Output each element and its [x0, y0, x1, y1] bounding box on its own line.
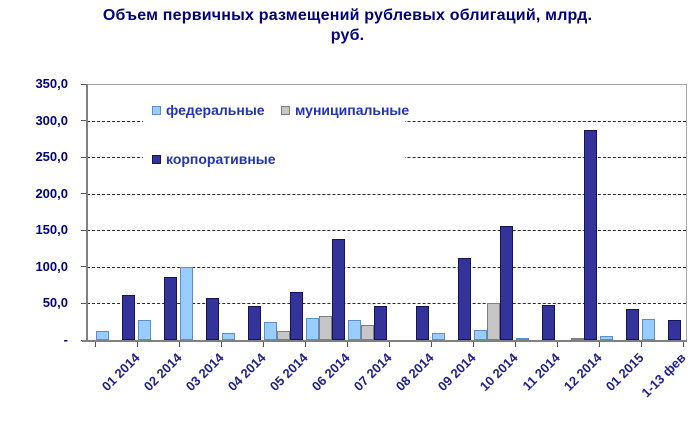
bar-корпоративные-01 2014	[122, 294, 135, 340]
y-axis-label-0: -	[63, 332, 68, 347]
x-axis-label-10 2014: 10 2014	[476, 350, 521, 394]
y-axis-tick	[81, 302, 86, 304]
bar-федеральные-06 2014	[306, 318, 319, 340]
bar-федеральные-01 2015	[600, 336, 613, 340]
bar-федеральные-1-13 фев	[642, 318, 655, 340]
x-axis-tick	[515, 341, 516, 347]
x-axis-label-02 2014: 02 2014	[140, 350, 185, 394]
x-axis-label-08 2014: 08 2014	[392, 350, 437, 394]
y-axis-tick	[81, 120, 86, 122]
x-axis-label-01 2014: 01 2014	[98, 350, 143, 394]
bar-корпоративные-08 2014	[416, 306, 429, 340]
plot-border-right	[686, 84, 687, 340]
gridline-50	[87, 303, 686, 305]
y-axis-label-150: 150,0	[35, 222, 68, 238]
bar-корпоративные-01 2015	[626, 308, 639, 340]
bar-федеральные-03 2014	[180, 266, 193, 340]
municipal-series-swatch-icon	[281, 105, 290, 115]
x-axis-tick	[221, 341, 222, 347]
bar-корпоративные-03 2014	[206, 298, 219, 340]
x-axis-label-11 2014: 11 2014	[519, 350, 563, 394]
x-axis-label-09 2014: 09 2014	[434, 350, 479, 394]
bar-корпоративные-04 2014	[248, 306, 261, 340]
x-axis-label-12 2014: 12 2014	[560, 350, 605, 394]
x-axis-tick	[347, 341, 348, 347]
y-axis-label-50: 50,0	[42, 295, 68, 311]
y-axis-tick	[81, 193, 86, 195]
bar-корпоративные-12 2014	[584, 130, 597, 340]
bar-корпоративные-1-13 фев	[668, 319, 681, 340]
bar-федеральные-07 2014	[348, 319, 361, 340]
gridline-100	[87, 266, 686, 268]
x-axis-label-06 2014: 06 2014	[308, 350, 353, 394]
bar-муниципальные-10 2014	[487, 302, 500, 340]
legend-label-federal: федеральные	[166, 102, 265, 118]
bar-федеральные-09 2014	[432, 332, 445, 340]
legend-label-corporate: корпоративные	[166, 151, 276, 167]
x-axis-tick	[389, 341, 390, 347]
x-axis-line	[82, 340, 687, 342]
x-axis-tick	[137, 341, 138, 347]
x-axis-label-05 2014: 05 2014	[266, 350, 311, 394]
gridline-150	[87, 230, 686, 232]
x-axis-tick	[263, 341, 264, 347]
x-axis-tick	[95, 341, 96, 347]
y-axis-tick	[81, 156, 86, 158]
x-axis-label-07 2014: 07 2014	[350, 350, 395, 394]
bar-корпоративные-11 2014	[542, 304, 555, 340]
y-axis-label-350: 350,0	[35, 76, 68, 91]
chart-title-line2: руб.	[330, 27, 365, 44]
x-axis-label-1-13 фев: 1-13 фев	[638, 350, 689, 401]
y-axis-line	[86, 84, 88, 342]
x-axis-tick	[179, 341, 180, 347]
x-axis-tick	[683, 341, 684, 347]
bar-корпоративные-09 2014	[458, 258, 471, 340]
bar-корпоративные-06 2014	[332, 239, 345, 340]
bar-федеральные-11 2014	[516, 338, 529, 340]
bar-корпоративные-02 2014	[164, 277, 177, 340]
legend-item-federal: федеральные	[152, 102, 265, 118]
bar-муниципальные-05 2014	[277, 331, 290, 340]
bar-муниципальные-07 2014	[361, 325, 374, 340]
chart-legend: федеральные муниципальные корпоративные	[143, 99, 409, 169]
legend-label-municipal: муниципальные	[295, 102, 410, 118]
x-axis-tick	[599, 341, 600, 347]
bar-федеральные-02 2014	[138, 320, 151, 340]
y-axis-tick	[81, 229, 86, 231]
y-axis-label-100: 100,0	[35, 258, 68, 274]
bar-корпоративные-07 2014	[374, 305, 387, 340]
gridline-200	[87, 193, 686, 195]
corporate-series-swatch-icon	[152, 154, 161, 164]
bar-федеральные-05 2014	[264, 321, 277, 340]
y-axis-label-300: 300,0	[35, 112, 68, 128]
y-axis-tick	[81, 83, 86, 85]
bar-федеральные-10 2014	[474, 329, 487, 340]
bar-муниципальные-06 2014	[319, 315, 332, 340]
x-axis-label-04 2014: 04 2014	[224, 350, 269, 394]
bar-корпоративные-05 2014	[290, 291, 303, 340]
x-axis-tick	[557, 341, 558, 347]
bar-муниципальные-12 2014	[571, 338, 584, 340]
x-axis-tick	[641, 341, 642, 347]
plot-border-top	[87, 84, 686, 85]
bar-корпоративные-10 2014	[500, 225, 513, 340]
x-axis-tick	[305, 341, 306, 347]
federal-series-swatch-icon	[152, 105, 161, 115]
x-axis-label-03 2014: 03 2014	[182, 350, 227, 394]
legend-item-municipal: муниципальные	[281, 102, 409, 118]
chart-title-line1: Объем первичных размещений рублевых обли…	[102, 7, 593, 24]
y-axis-tick	[81, 266, 86, 268]
x-axis-tick	[473, 341, 474, 347]
bar-федеральные-01 2014	[96, 331, 109, 340]
y-axis-label-200: 200,0	[35, 185, 68, 201]
legend-item-corporate: корпоративные	[152, 151, 276, 167]
y-axis-label-250: 250,0	[35, 149, 68, 165]
x-axis-tick	[431, 341, 432, 347]
chart-title: Объем первичных размещений рублевых обли…	[0, 6, 695, 46]
bar-федеральные-04 2014	[222, 333, 235, 340]
